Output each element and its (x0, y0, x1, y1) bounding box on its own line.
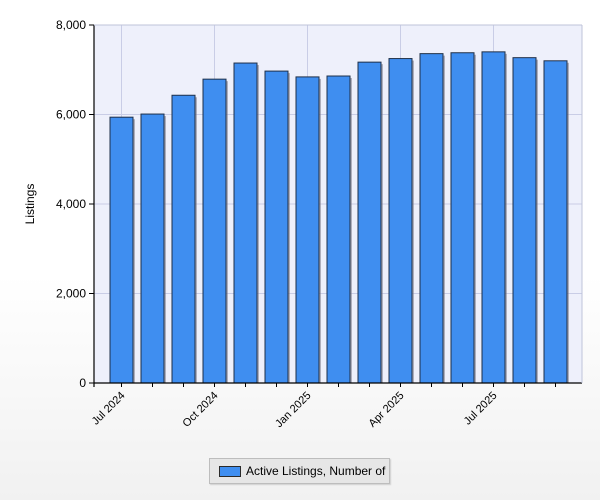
bar (326, 75, 351, 384)
bar (419, 53, 444, 384)
bar (140, 113, 165, 384)
bar (171, 94, 196, 384)
x-tick-label: Jan 2025 (273, 390, 313, 430)
bar (450, 52, 475, 384)
bar (233, 62, 258, 384)
y-tick-label: 4,000 (56, 197, 86, 211)
bar (512, 57, 537, 384)
legend-label: Active Listings, Number of (246, 464, 386, 478)
legend: Active Listings, Number of (209, 458, 390, 484)
bar (357, 61, 382, 384)
y-tick-label: 8,000 (56, 18, 86, 32)
bar (481, 51, 506, 384)
bar (543, 60, 568, 384)
bar (264, 70, 289, 384)
x-tick-label: Jul 2025 (462, 390, 500, 428)
bar (388, 58, 413, 384)
x-tick-label: Apr 2025 (367, 390, 407, 430)
legend-swatch (219, 465, 241, 477)
y-axis-title: Listings (23, 184, 37, 225)
bar (109, 116, 134, 384)
bar (202, 78, 227, 384)
bar-chart: 0 2,000 4,000 6,000 8,000 Jul 2024 Oct 2024 Jan… (23, 18, 583, 430)
y-tick-label: 2,000 (56, 287, 86, 301)
x-tick-label: Jul 2024 (90, 390, 128, 428)
y-tick-label: 0 (79, 376, 86, 390)
x-tick-label: Oct 2024 (181, 390, 221, 430)
y-tick-label: 6,000 (56, 108, 86, 122)
bar (295, 76, 320, 384)
